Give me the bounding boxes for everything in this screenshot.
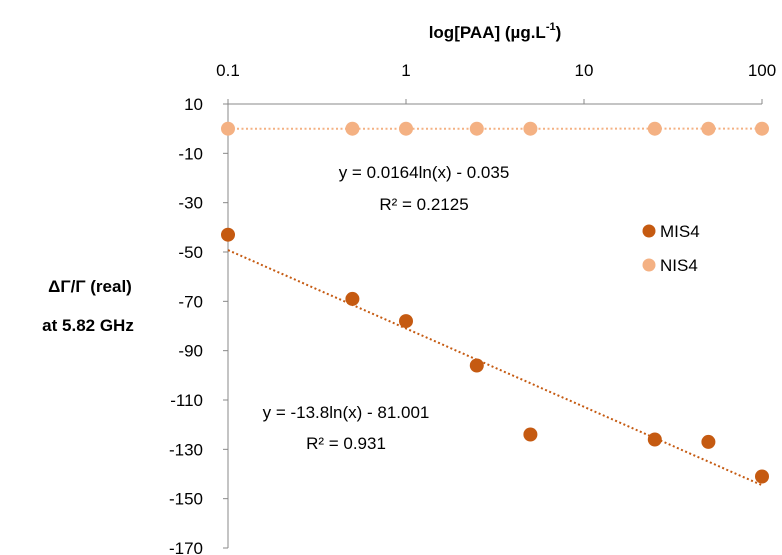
x-tick-label: 0.1 xyxy=(216,61,240,80)
legend: MIS4 NIS4 xyxy=(642,222,700,275)
y-tick-label: -50 xyxy=(178,243,203,262)
y-axis-title-line2: at 5.82 GHz xyxy=(42,316,134,335)
y-tick-label: -70 xyxy=(178,292,203,311)
mis4-r2: R² = 0.931 xyxy=(306,434,386,453)
trendlines xyxy=(227,127,763,487)
point-nis4 xyxy=(221,121,235,136)
point-nis4 xyxy=(399,121,413,136)
y-ticks: 10 -10 -30 -50 -70 -90 -110 -130 -150 -170 xyxy=(169,95,228,555)
mis4-equation: y = -13.8ln(x) - 81.001 xyxy=(263,403,430,422)
point-mis4 xyxy=(701,434,716,449)
point-mis4 xyxy=(755,469,769,484)
y-tick-label: -150 xyxy=(169,490,203,509)
legend-marker-mis4 xyxy=(642,224,656,238)
y-axis-title-line1: ΔΓ/Γ (real) xyxy=(48,277,132,296)
x-tick-label: 1 xyxy=(401,61,410,80)
y-tick-label: 10 xyxy=(184,95,203,114)
point-mis4 xyxy=(345,291,360,306)
point-mis4 xyxy=(221,227,235,242)
point-mis4 xyxy=(523,427,538,442)
legend-label-nis4: NIS4 xyxy=(660,256,698,275)
y-tick-label: -170 xyxy=(169,539,203,555)
point-mis4 xyxy=(647,432,662,447)
trendline-mis4 xyxy=(227,249,763,487)
legend-label-mis4: MIS4 xyxy=(660,222,700,241)
y-tick-label: -110 xyxy=(170,391,203,410)
point-nis4 xyxy=(469,121,484,136)
x-tick-label: 100 xyxy=(748,61,776,80)
point-mis4 xyxy=(469,358,484,373)
point-mis4 xyxy=(399,314,413,329)
point-nis4 xyxy=(755,121,769,136)
y-tick-label: -10 xyxy=(178,144,203,163)
y-tick-label: -130 xyxy=(169,440,203,459)
data-points xyxy=(221,121,769,484)
point-nis4 xyxy=(701,121,716,136)
y-tick-label: -90 xyxy=(178,342,203,361)
nis4-equation: y = 0.0164ln(x) - 0.035 xyxy=(339,163,510,182)
point-nis4 xyxy=(523,121,538,136)
nis4-r2: R² = 0.2125 xyxy=(379,195,468,214)
legend-marker-nis4 xyxy=(642,258,656,272)
point-nis4 xyxy=(647,121,662,136)
point-nis4 xyxy=(345,121,360,136)
y-tick-label: -30 xyxy=(178,194,203,213)
x-tick-label: 10 xyxy=(575,61,594,80)
x-axis-title: log[PAA] (µg.L-1) xyxy=(429,21,562,42)
x-ticks: 0.1 1 10 100 xyxy=(216,61,776,104)
